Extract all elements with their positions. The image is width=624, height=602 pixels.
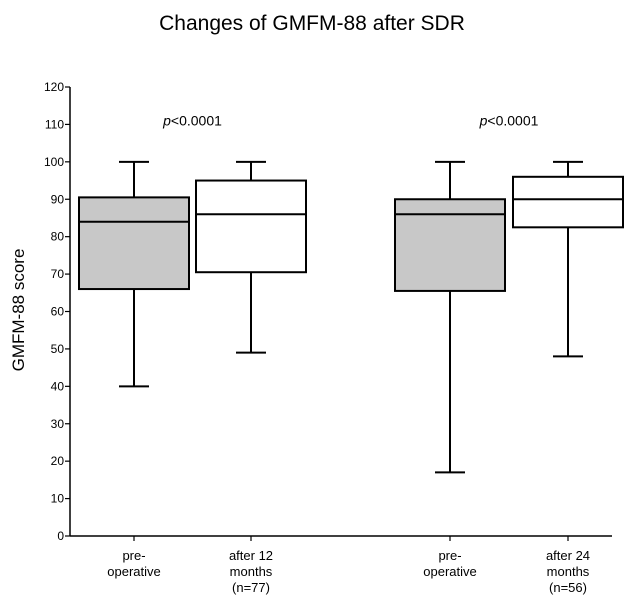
y-tick-label: 60 (51, 305, 65, 319)
p-value-symbol: p (479, 112, 488, 128)
category-label-line: after 12 (229, 548, 273, 563)
category-label-line: (n=77) (232, 580, 270, 595)
y-tick-label: 0 (57, 529, 64, 543)
category-label-line: (n=56) (549, 580, 587, 595)
y-tick-label: 10 (51, 492, 65, 506)
p-value-annotation: p<0.0001 (479, 112, 539, 128)
iqr-box (512, 175, 624, 229)
p-value-text: <0.0001 (171, 112, 222, 128)
boxes (78, 160, 624, 474)
iqr-box (195, 179, 307, 274)
category-label: after 12 months (n=77) (229, 548, 273, 595)
p-value-annotation: p<0.0001 (162, 112, 222, 128)
y-tick-label: 120 (44, 80, 64, 94)
p-value-symbol: p (162, 112, 171, 128)
y-tick-label: 40 (51, 379, 65, 393)
category-label-line: operative (423, 564, 476, 579)
y-tick-label: 20 (51, 454, 65, 468)
y-tick-label: 70 (51, 267, 65, 281)
y-tick-label: 80 (51, 230, 65, 244)
y-axis-label: GMFM-88 score (9, 249, 28, 372)
p-value-text: <0.0001 (487, 112, 538, 128)
axes: 0 10 20 30 40 50 60 70 80 90 100 110 120 (44, 80, 612, 543)
box-1-2 (195, 160, 307, 354)
category-label-line: after 24 (546, 548, 590, 563)
y-tick-label: 90 (51, 192, 65, 206)
category-label-line: months (230, 564, 273, 579)
category-label: after 24 months (n=56) (546, 548, 590, 595)
category-label: pre-operative (107, 548, 160, 579)
iqr-box (78, 196, 190, 291)
category-label-line: pre- (122, 548, 145, 563)
iqr-box (394, 198, 506, 292)
y-tick-label: 50 (51, 342, 65, 356)
y-tick-label: 110 (45, 117, 64, 131)
category-label: pre-operative (423, 548, 476, 579)
box-1-1 (78, 160, 190, 388)
box-2-1 (394, 160, 506, 474)
box-2-2 (512, 160, 624, 358)
category-label-line: months (547, 564, 590, 579)
category-label-line: operative (107, 564, 160, 579)
y-tick-label: 30 (51, 417, 65, 431)
chart-title: Changes of GMFM-88 after SDR (159, 12, 465, 35)
annotations: p<0.0001 p<0.0001 (162, 112, 539, 128)
y-tick-label: 100 (44, 155, 64, 169)
category-label-line: pre- (438, 548, 461, 563)
